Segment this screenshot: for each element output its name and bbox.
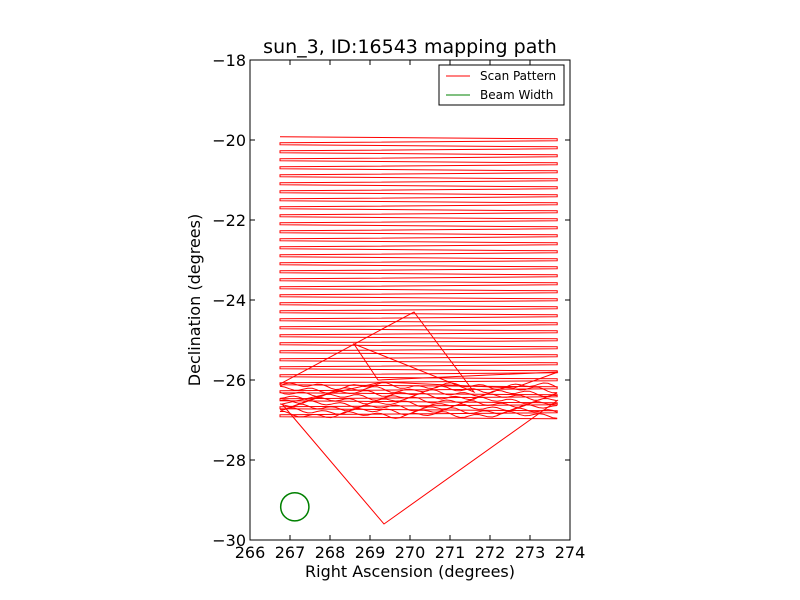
x-tick-label: 272 xyxy=(475,543,506,562)
y-tick-label: −18 xyxy=(212,51,246,70)
y-tick-label: −24 xyxy=(212,291,246,310)
x-tick-label: 267 xyxy=(275,543,306,562)
legend-box xyxy=(438,64,565,106)
scan-pattern-lower-rows xyxy=(279,382,558,419)
x-tick-label: 273 xyxy=(515,543,546,562)
legend-label-beam-width: Beam Width xyxy=(480,88,553,102)
x-tick-label: 268 xyxy=(315,543,346,562)
x-tick-label: 270 xyxy=(395,543,426,562)
scan-pattern-slew-path xyxy=(279,311,559,525)
x-axis-label: Right Ascension (degrees) xyxy=(305,562,515,581)
y-axis-label: Declination (degrees) xyxy=(185,214,204,386)
x-tick-label: 266 xyxy=(235,543,266,562)
plot-area xyxy=(279,136,559,525)
y-tick-label: −30 xyxy=(212,531,246,550)
y-tick-label: −22 xyxy=(212,211,246,230)
axis-ticks: 266 267 268 269 270 271 272 273 274 −30 −28 −26 −24 −… xyxy=(212,51,585,562)
x-tick-label: 271 xyxy=(435,543,466,562)
legend: Scan Pattern Beam Width xyxy=(438,64,565,106)
beam-width-circle xyxy=(279,491,310,522)
chart-title: sun_3, ID:16543 mapping path xyxy=(263,36,557,58)
legend-label-scan-pattern: Scan Pattern xyxy=(480,69,556,83)
y-tick-label: −26 xyxy=(212,371,246,390)
x-tick-label: 269 xyxy=(355,543,386,562)
y-tick-label: −28 xyxy=(212,451,246,470)
y-tick-label: −20 xyxy=(212,131,246,150)
x-tick-label: 274 xyxy=(555,543,586,562)
